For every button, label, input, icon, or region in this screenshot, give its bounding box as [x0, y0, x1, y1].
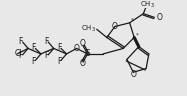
- Text: O: O: [79, 60, 85, 68]
- Text: O: O: [157, 13, 163, 22]
- Text: *: *: [131, 18, 134, 23]
- Text: S: S: [85, 49, 91, 58]
- Text: F: F: [19, 37, 23, 46]
- Text: O: O: [79, 39, 85, 48]
- Text: O: O: [112, 22, 118, 31]
- Text: *: *: [136, 32, 138, 37]
- Text: CH$_3$: CH$_3$: [81, 24, 96, 34]
- Text: F: F: [57, 57, 61, 66]
- Text: F: F: [57, 43, 61, 52]
- Text: F: F: [31, 57, 36, 66]
- Text: O: O: [130, 70, 136, 79]
- Text: Cl: Cl: [14, 49, 22, 58]
- Text: O: O: [74, 44, 79, 53]
- FancyBboxPatch shape: [10, 10, 177, 91]
- Text: F: F: [31, 43, 36, 52]
- Text: F: F: [19, 51, 23, 60]
- Text: F: F: [44, 51, 49, 60]
- Text: CH$_3$: CH$_3$: [140, 0, 154, 10]
- Text: F: F: [44, 37, 49, 46]
